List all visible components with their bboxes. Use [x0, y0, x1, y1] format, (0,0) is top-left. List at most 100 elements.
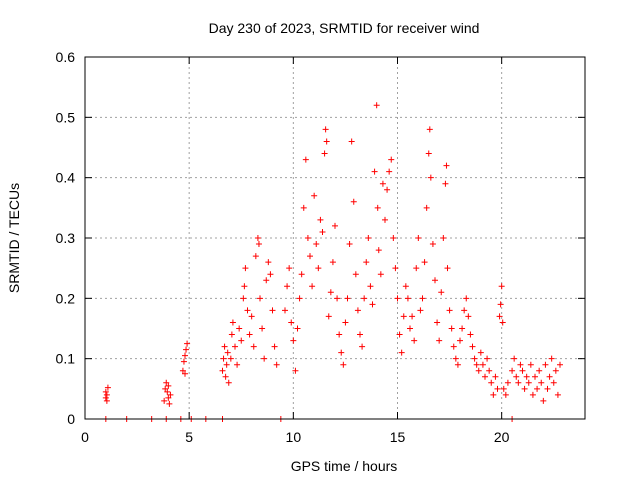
data-point — [334, 295, 341, 302]
data-point — [329, 259, 336, 266]
data-point — [409, 313, 416, 320]
data-point — [180, 358, 187, 365]
data-point — [525, 379, 532, 386]
data-point — [269, 307, 276, 314]
data-point — [236, 325, 243, 332]
y-tick-label: 0.3 — [56, 230, 76, 246]
data-point — [165, 394, 172, 401]
data-point — [536, 367, 543, 374]
data-point — [386, 168, 393, 175]
data-point — [496, 313, 503, 320]
data-point — [446, 307, 453, 314]
data-point — [475, 367, 482, 374]
data-point — [342, 319, 349, 326]
y-tick-label: 0.2 — [56, 290, 76, 306]
data-point — [461, 307, 468, 314]
data-point — [350, 198, 357, 205]
data-point — [222, 373, 229, 380]
data-point — [182, 370, 188, 377]
data-point — [229, 319, 236, 326]
y-tick-label: 0.5 — [56, 109, 76, 125]
y-tick-label: 0.1 — [56, 351, 76, 367]
data-point — [521, 385, 528, 392]
data-point — [102, 388, 109, 395]
data-point — [102, 394, 109, 401]
data-point — [488, 379, 495, 386]
data-point — [257, 295, 263, 302]
data-point — [167, 391, 174, 398]
data-point — [240, 295, 247, 302]
data-point — [367, 283, 374, 290]
data-point — [394, 295, 401, 302]
data-point — [402, 283, 409, 290]
data-point — [440, 235, 447, 241]
data-point — [369, 301, 376, 308]
grid-layer — [85, 57, 585, 419]
data-point — [332, 222, 338, 229]
data-point — [223, 361, 230, 368]
data-point — [225, 379, 232, 386]
data-point — [473, 361, 480, 368]
x-axis-label: GPS time / hours — [291, 458, 398, 474]
data-point — [221, 343, 228, 350]
data-point — [450, 343, 457, 350]
data-point — [244, 307, 251, 314]
data-point — [361, 295, 368, 302]
data-point — [427, 174, 434, 181]
data-point — [415, 235, 422, 241]
data-point — [511, 355, 518, 362]
data-point — [313, 241, 320, 248]
data-point — [407, 325, 413, 332]
data-point — [296, 295, 303, 302]
data-point — [267, 271, 274, 278]
data-point — [161, 397, 168, 404]
x-tick-label: 10 — [286, 429, 302, 445]
data-point — [423, 204, 430, 211]
data-point — [438, 289, 445, 296]
data-point — [184, 340, 191, 347]
data-point — [321, 150, 328, 157]
data-point — [352, 271, 359, 278]
data-point — [452, 355, 459, 362]
data-point — [557, 361, 563, 368]
data-point — [344, 295, 351, 302]
data-point — [443, 162, 450, 169]
data-point — [357, 331, 363, 338]
data-point — [325, 313, 332, 320]
y-tick-label: 0.4 — [56, 170, 76, 186]
data-point — [392, 265, 399, 272]
data-point — [384, 186, 391, 193]
data-point — [348, 138, 355, 145]
data-point — [304, 235, 311, 241]
data-point — [486, 367, 493, 374]
data-point — [398, 349, 405, 356]
data-point — [319, 228, 326, 235]
data-point — [497, 301, 504, 308]
data-point — [499, 319, 506, 326]
y-tick-label: 0.6 — [56, 49, 76, 65]
data-point — [182, 352, 188, 359]
data-point — [513, 373, 520, 380]
data-point — [444, 265, 451, 272]
data-point — [363, 259, 370, 266]
data-point — [396, 331, 403, 338]
data-point — [242, 265, 249, 272]
data-point — [374, 204, 381, 211]
data-point — [448, 325, 455, 332]
data-marks — [102, 102, 563, 422]
data-point — [286, 265, 293, 272]
data-point — [179, 367, 186, 374]
data-point — [290, 337, 297, 344]
data-point — [413, 265, 420, 272]
data-point — [411, 337, 418, 344]
data-point — [234, 361, 241, 368]
data-point — [502, 391, 509, 398]
data-point — [477, 349, 484, 356]
data-point — [104, 384, 111, 391]
x-tick-label: 0 — [81, 429, 89, 445]
data-point — [519, 367, 526, 374]
data-point — [311, 192, 318, 199]
data-point — [346, 241, 353, 248]
data-point — [259, 325, 266, 332]
